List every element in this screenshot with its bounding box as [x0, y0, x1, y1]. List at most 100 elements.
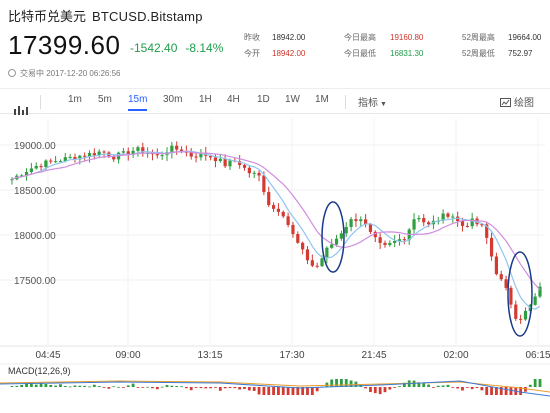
macd-bar	[286, 387, 290, 395]
candle-body	[78, 155, 82, 160]
x-tick-label: 06:15	[525, 350, 550, 361]
x-tick-label: 04:45	[35, 350, 60, 361]
macd-line	[0, 380, 550, 397]
macd-bar	[194, 387, 198, 388]
candle-body	[383, 242, 387, 245]
macd-bar	[25, 383, 28, 387]
candle-body	[44, 160, 48, 168]
macd-bar	[218, 387, 222, 391]
macd-bar	[306, 387, 309, 395]
stat-value: 18942.00	[272, 49, 306, 58]
symbol-header: 比特币兑美元 BTCUSD.Bitstamp	[8, 6, 203, 25]
macd-bar	[257, 387, 261, 395]
candle-body	[441, 213, 445, 221]
macd-bar	[112, 386, 116, 388]
candle-body	[412, 219, 416, 230]
price-change: -1542.40 -8.14%	[130, 41, 223, 55]
draw-icon	[500, 98, 511, 107]
macd-bar	[233, 387, 237, 389]
macd-bar	[533, 379, 537, 387]
candle-body	[73, 157, 77, 160]
interval-5m[interactable]: 5m	[98, 94, 112, 105]
candle-body	[494, 256, 499, 275]
interval-1h[interactable]: 1H	[199, 94, 212, 105]
candle-body	[388, 242, 392, 245]
interval-1m-month[interactable]: 1M	[315, 94, 329, 105]
macd-bar	[451, 387, 455, 388]
candle-body	[175, 145, 179, 150]
macd-bar	[180, 386, 183, 388]
chart-grid	[0, 118, 550, 365]
candle-body	[112, 156, 116, 160]
x-tick-label: 17:30	[279, 350, 304, 361]
candle-body	[509, 287, 513, 305]
macd-bar	[88, 386, 91, 388]
candle-body	[179, 149, 184, 152]
macd-bar	[141, 387, 145, 388]
y-tick-label: 17500.00	[14, 276, 56, 287]
macd-bar	[364, 387, 368, 389]
candle-body	[499, 274, 503, 280]
macd-bar	[126, 385, 130, 387]
candle-body	[63, 157, 67, 162]
indicators-menu[interactable]: 指标 ▼	[358, 94, 387, 109]
candle-body	[422, 217, 426, 223]
macd-bar	[59, 384, 62, 387]
candle-body	[252, 172, 256, 174]
candle-body	[218, 158, 222, 162]
interval-30m[interactable]: 30m	[163, 94, 183, 105]
candle-body	[102, 151, 106, 153]
macd-bar	[301, 387, 305, 395]
y-tick-label: 18500.00	[14, 186, 56, 197]
highlight-circle	[507, 251, 533, 337]
candle-body	[39, 165, 43, 168]
candle-body	[189, 152, 193, 157]
interval-1d[interactable]: 1D	[257, 94, 270, 105]
candle-body	[10, 179, 14, 181]
candle-body	[344, 226, 348, 234]
interval-1w[interactable]: 1W	[285, 94, 300, 105]
candle-body	[126, 151, 130, 155]
interval-15m[interactable]: 15m	[128, 94, 148, 111]
stat-label: 今开	[244, 49, 260, 58]
stats-col-3: 52周最高 19664.00 52周最低 752.97	[462, 30, 541, 62]
macd-label: MACD(12,26,9)	[8, 366, 71, 376]
candle-body	[199, 152, 203, 158]
interval-4h[interactable]: 4H	[227, 94, 240, 105]
macd-bar	[465, 387, 469, 388]
candle-body	[53, 161, 58, 163]
macd-bar	[369, 387, 372, 393]
macd-bar	[422, 382, 426, 387]
candle-body	[83, 155, 87, 157]
macd-bar	[325, 382, 329, 387]
candle-body	[136, 147, 140, 151]
interval-1m[interactable]: 1m	[68, 94, 82, 105]
candle-body	[228, 160, 232, 167]
macd-bar	[281, 387, 285, 395]
candle-body	[296, 234, 300, 243]
macd-bar	[432, 387, 435, 388]
macd-bar	[277, 387, 280, 395]
candle-body	[131, 150, 135, 155]
candle-body	[368, 224, 373, 232]
candle-body	[334, 238, 339, 245]
ma-line	[11, 150, 541, 310]
macd-bar	[151, 387, 154, 389]
candlestick-type-icon[interactable]	[14, 97, 30, 115]
macd-bar	[470, 387, 474, 390]
candle-body	[97, 151, 101, 156]
macd-bar	[456, 387, 460, 389]
candle-body	[489, 237, 494, 257]
macd-bar	[524, 387, 527, 392]
x-axis-labels: 04:45 09:00 13:15 17:30 21:45 02:00 06:15	[35, 350, 550, 361]
macd-bar	[54, 385, 57, 387]
macd-bar	[209, 387, 213, 389]
macd-bar	[412, 380, 416, 387]
candle-body	[301, 242, 305, 250]
stat-label: 52周最高	[462, 33, 495, 42]
macd-bar	[204, 387, 208, 389]
draw-button[interactable]: 绘图	[500, 94, 534, 109]
candle-body	[242, 165, 247, 168]
candle-body	[213, 157, 218, 162]
